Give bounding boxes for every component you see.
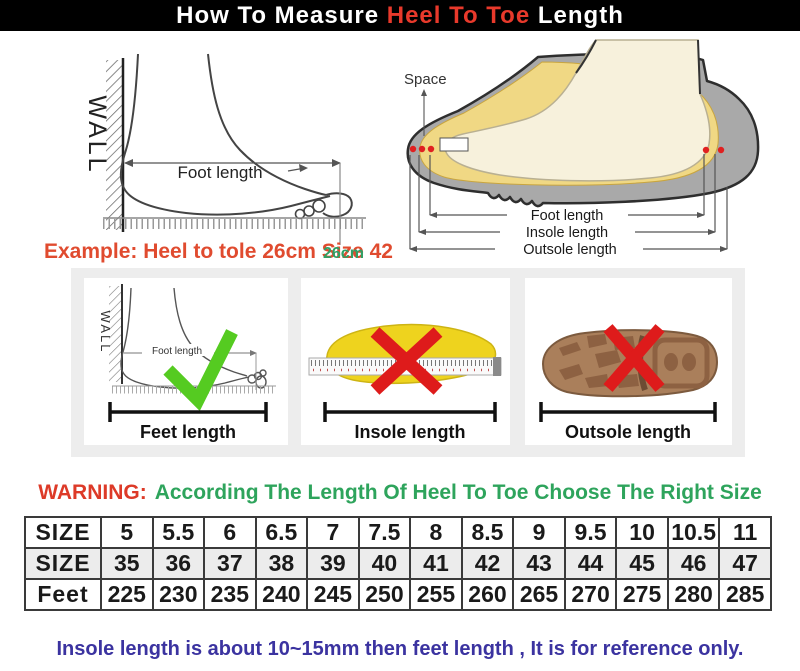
row-header: SIZE [24, 516, 102, 549]
measure-bracket [539, 402, 717, 422]
panel-label: Feet length [140, 422, 236, 442]
table-cell: 245 [306, 578, 360, 611]
table-cell: 250 [357, 578, 412, 611]
check-icon [163, 329, 238, 411]
table-cell: 285 [718, 578, 772, 611]
outsole-tread [559, 334, 696, 388]
table-cell: 225 [100, 578, 154, 611]
table-cell: 41 [409, 547, 463, 580]
feet-length-panel: WALL Foot length Fe [84, 278, 288, 445]
table-cell: 260 [460, 578, 515, 611]
table-cell: 8.5 [460, 516, 515, 549]
foot-outline [119, 53, 353, 220]
measure-bracket [323, 402, 497, 422]
foot-wall-diagram: WALL Foot length [83, 53, 366, 245]
title-suffix: Length [530, 2, 624, 29]
table-cell: 45 [615, 547, 669, 580]
foot-outline [120, 287, 267, 389]
table-row: SIZE 35 36 37 38 39 40 41 42 43 44 45 46 47 [24, 547, 772, 580]
table-cell: 8 [409, 516, 463, 549]
measure-dots [409, 145, 725, 154]
table-cell: 40 [357, 547, 412, 580]
table-cell: 10 [615, 516, 669, 549]
table-cell: 230 [151, 578, 206, 611]
table-cell: 5.5 [151, 516, 206, 549]
table-cell: 255 [409, 578, 463, 611]
insole-diagram: Insole length [308, 323, 502, 442]
table-cell: 47 [718, 547, 772, 580]
table-cell: 37 [203, 547, 257, 580]
row-header: SIZE [24, 547, 102, 580]
heel-block [652, 337, 710, 389]
wall-hatching [106, 60, 122, 230]
size-table: SIZE 5 5.5 6 6.5 7 7.5 8 8.5 9 9.5 10 10.5 11 SIZE 35 36… [24, 516, 772, 611]
toe-space-gap [439, 137, 469, 152]
table-cell: 6 [203, 516, 257, 549]
panel-label: Insole length [354, 422, 465, 442]
title-bar: How To Measure Heel To Toe Length [0, 0, 800, 31]
panels-band: WALL Foot length Fe [71, 268, 745, 457]
row-header: Feet [24, 578, 102, 611]
table-cell: 44 [563, 547, 618, 580]
table-cell: 11 [718, 516, 772, 549]
table-cell: 9.5 [563, 516, 618, 549]
table-cell: 43 [512, 547, 566, 580]
wall-label: WALL [98, 311, 113, 354]
foot-length-label: Foot length [152, 346, 202, 357]
table-cell: 240 [254, 578, 309, 611]
outsole-diagram: Outsole length [539, 324, 719, 442]
example-measure: 26cm [323, 245, 364, 262]
table-cell: 5 [100, 516, 154, 549]
outsole-length-panel: Outsole length [525, 278, 732, 445]
table-cell: 10.5 [666, 516, 721, 549]
table-cell: 270 [563, 578, 618, 611]
tape-end-clip [493, 357, 501, 376]
table-cell: 39 [306, 547, 360, 580]
foot-length-label: Foot length [177, 163, 262, 182]
title-highlight: Heel To Toe [386, 2, 531, 29]
table-cell: 42 [460, 547, 515, 580]
table-cell: 235 [203, 578, 257, 611]
cross-icon [370, 327, 443, 395]
shoe-cross-section-diagram: Space Foot length Insole length Outsole … [404, 39, 760, 258]
footnote: Insole length is about 10~15mm then feet… [56, 638, 744, 660]
example-text: Example: Heel to tole 26cm Size 42 [44, 240, 393, 263]
label-backing [142, 344, 214, 356]
table-row: Feet 225 230 235 240 245 250 255 260 265 270 275 280… [24, 578, 772, 611]
foot-length-label: Foot length [531, 208, 604, 224]
leg-outline [575, 39, 701, 95]
table-cell: 7 [306, 516, 360, 549]
table-row: SIZE 5 5.5 6 6.5 7 7.5 8 8.5 9 9.5 10 10.5 11 [24, 516, 772, 549]
warning-text: According The Length Of Heel To Toe Choo… [154, 481, 762, 504]
panel-label: Outsole length [565, 422, 691, 442]
outsole-length-label: Outsole length [523, 242, 617, 258]
space-arrow [421, 89, 427, 136]
table-cell: 275 [615, 578, 669, 611]
insole-length-panel: Insole length [301, 278, 510, 445]
table-cell: 9 [512, 516, 566, 549]
table-cell: 35 [100, 547, 154, 580]
table-cell: 38 [254, 547, 309, 580]
warning-line: WARNING: According The Length Of Heel To … [0, 481, 800, 505]
table-cell: 36 [151, 547, 206, 580]
feet-length-diagram: WALL Foot length Fe [98, 284, 276, 442]
warning-prefix: WARNING: [38, 481, 147, 504]
table-cell: 46 [666, 547, 721, 580]
size-table-body: SIZE 5 5.5 6 6.5 7 7.5 8 8.5 9 9.5 10 10.5 11 SIZE 35 36… [24, 516, 772, 611]
foot-length-arrow [124, 159, 341, 172]
table-cell: 6.5 [254, 516, 309, 549]
table-cell: 265 [512, 578, 566, 611]
wall-hatching [109, 286, 122, 382]
title-prefix: How To Measure [176, 2, 387, 29]
measurement-lines [409, 154, 728, 252]
cross-icon [603, 324, 665, 392]
insole-length-label: Insole length [526, 225, 608, 241]
table-cell: 7.5 [357, 516, 412, 549]
table-cell: 280 [666, 578, 721, 611]
measure-bracket [108, 402, 268, 422]
wall-label: WALL [83, 95, 111, 174]
space-label: Space [404, 71, 447, 88]
arrowhead [250, 350, 257, 356]
